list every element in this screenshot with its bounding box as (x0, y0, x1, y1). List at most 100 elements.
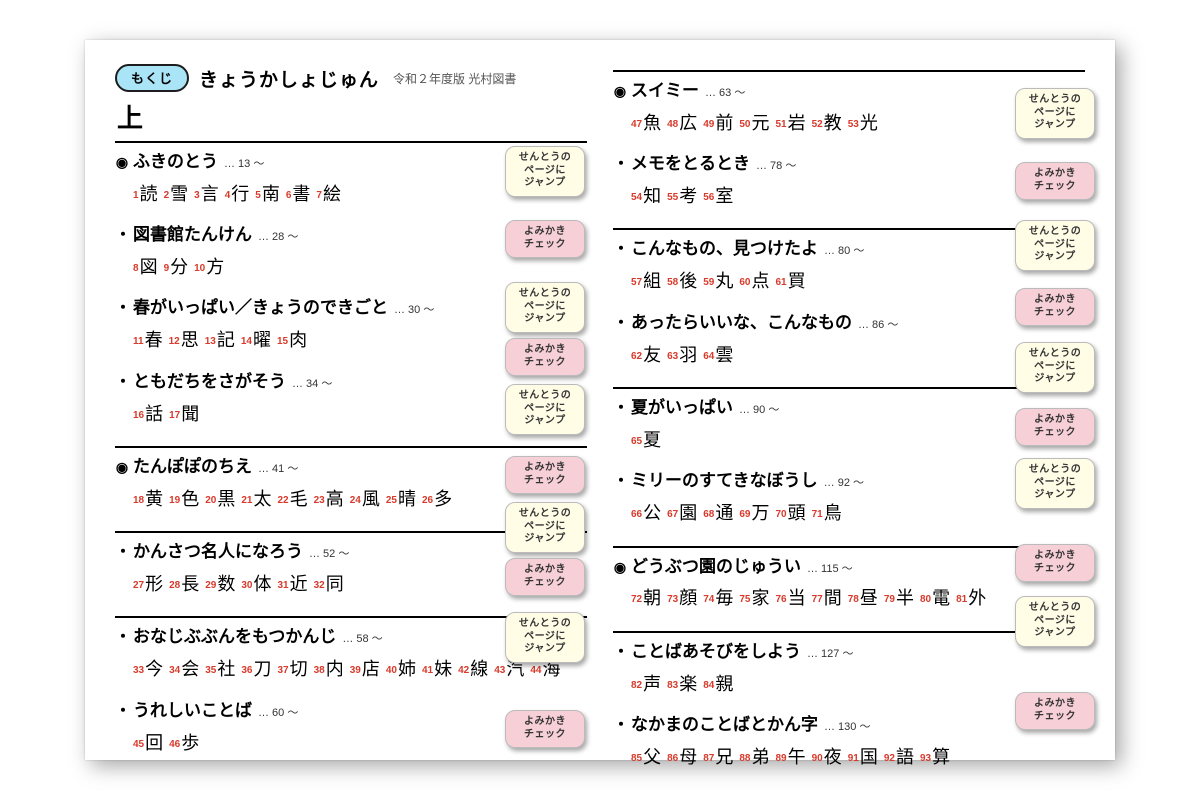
section-title: ことばあそびをしよう (631, 639, 801, 665)
kanji-item: 87兄 (703, 740, 733, 774)
bullet-dot-icon: ・ (613, 470, 627, 494)
kanji-glyph: 電 (932, 588, 950, 608)
jump-to-page-button[interactable]: せんとうの ページに ジャンプ (1015, 220, 1095, 271)
kanji-glyph: 黄 (145, 489, 163, 509)
kanji-glyph: 話 (145, 404, 163, 424)
kanji-item: 88弟 (739, 740, 769, 774)
jump-to-page-button[interactable]: せんとうの ページに ジャンプ (1015, 88, 1095, 139)
kanji-glyph: 楽 (679, 674, 697, 694)
kanji-item: 7絵 (316, 177, 341, 211)
kanji-number: 86 (667, 753, 678, 764)
page-reference: … 28 ～ (258, 229, 298, 246)
kanji-number: 73 (667, 594, 678, 605)
section-title: ミリーのすてきなぼうし (631, 468, 818, 494)
kanji-number: 62 (631, 351, 642, 362)
bullet-dot-icon: ・ (115, 700, 129, 724)
kanji-number: 69 (739, 509, 750, 520)
kanji-number: 55 (667, 192, 678, 203)
kanji-number: 41 (422, 665, 433, 676)
kanji-glyph: 万 (752, 503, 770, 523)
kanji-number: 71 (812, 509, 823, 520)
section-title: たんぽぽのちえ (133, 454, 252, 480)
kanji-number: 14 (241, 336, 252, 347)
yomikaki-check-button[interactable]: よみかき チェック (505, 710, 585, 748)
jump-to-page-button[interactable]: せんとうの ページに ジャンプ (1015, 342, 1095, 393)
kanji-glyph: 切 (290, 659, 308, 679)
kanji-number: 70 (776, 509, 787, 520)
kanji-item: 59丸 (703, 264, 733, 298)
kanji-number: 13 (205, 336, 216, 347)
yomikaki-check-button[interactable]: よみかき チェック (1015, 408, 1095, 446)
kanji-glyph: 家 (752, 588, 770, 608)
yomikaki-check-button[interactable]: よみかき チェック (1015, 162, 1095, 200)
kanji-glyph: 園 (679, 503, 697, 523)
kanji-item: 57組 (631, 264, 661, 298)
section-title: 春がいっぱい／きょうのできごと (133, 295, 388, 321)
kanji-item: 11春 (133, 323, 163, 357)
kanji-number: 92 (884, 753, 895, 764)
kanji-item: 9分 (164, 250, 189, 284)
jump-to-page-button[interactable]: せんとうの ページに ジャンプ (1015, 596, 1095, 647)
jump-to-page-button[interactable]: せんとうの ページに ジャンプ (505, 612, 585, 663)
kanji-item: 83楽 (667, 667, 697, 701)
kanji-item: 14曜 (241, 323, 271, 357)
kanji-item: 37切 (278, 652, 308, 686)
yomikaki-check-button[interactable]: よみかき チェック (1015, 544, 1095, 582)
kanji-glyph: 読 (140, 184, 158, 204)
jump-to-page-button[interactable]: せんとうの ページに ジャンプ (505, 384, 585, 435)
kanji-item: 76当 (776, 581, 806, 615)
bullet-dot-icon: ・ (613, 641, 627, 665)
kanji-number: 26 (422, 495, 433, 506)
mokuji-badge: もくじ (115, 64, 189, 92)
kanji-number: 65 (631, 436, 642, 447)
kanji-glyph: 形 (145, 574, 163, 594)
kanji-number: 39 (350, 665, 361, 676)
kanji-number: 61 (776, 277, 787, 288)
kanji-number: 83 (667, 680, 678, 691)
page-reference: … 90 ～ (739, 402, 779, 419)
page-reference: … 80 ～ (824, 243, 864, 260)
kanji-glyph: 岩 (788, 113, 806, 133)
kanji-glyph: 色 (181, 489, 199, 509)
kanji-number: 91 (848, 753, 859, 764)
kanji-item: 55考 (667, 179, 697, 213)
yomikaki-check-button[interactable]: よみかき チェック (505, 338, 585, 376)
page-reference: … 78 ～ (756, 158, 796, 175)
yomikaki-check-button[interactable]: よみかき チェック (505, 220, 585, 258)
kanji-item: 13記 (205, 323, 235, 357)
section-title: なかまのことばとかん字 (631, 712, 818, 738)
jump-to-page-button[interactable]: せんとうの ページに ジャンプ (1015, 458, 1095, 509)
kanji-number: 53 (848, 119, 859, 130)
yomikaki-check-button[interactable]: よみかき チェック (505, 558, 585, 596)
kanji-glyph: 兄 (715, 747, 733, 767)
kanji-item: 81外 (956, 581, 986, 615)
bullet-dot-icon: ・ (613, 714, 627, 738)
kanji-number: 30 (241, 580, 252, 591)
bullet-dot-icon: ・ (613, 153, 627, 177)
kanji-glyph: 回 (145, 733, 163, 753)
kanji-number: 10 (194, 263, 205, 274)
kanji-number: 38 (314, 665, 325, 676)
kanji-glyph: 春 (145, 330, 163, 350)
jump-to-page-button[interactable]: せんとうの ページに ジャンプ (505, 146, 585, 197)
kanji-number: 49 (703, 119, 714, 130)
kanji-number: 89 (776, 753, 787, 764)
yomikaki-check-button[interactable]: よみかき チェック (505, 456, 585, 494)
yomikaki-check-button[interactable]: よみかき チェック (1015, 288, 1095, 326)
kanji-item: 29数 (205, 567, 235, 601)
header: もくじ きょうかしょじゅん 令和２年度版 光村図書 (115, 64, 587, 92)
kanji-item: 74毎 (703, 581, 733, 615)
kanji-item: 35社 (205, 652, 235, 686)
kanji-number: 1 (133, 190, 139, 201)
kanji-glyph: 店 (362, 659, 380, 679)
kanji-glyph: 妹 (434, 659, 452, 679)
kanji-item: 6書 (286, 177, 311, 211)
kanji-item: 3言 (194, 177, 219, 211)
kanji-glyph: 母 (679, 747, 697, 767)
jump-to-page-button[interactable]: せんとうの ページに ジャンプ (505, 282, 585, 333)
kanji-number: 22 (278, 495, 289, 506)
page-title: きょうかしょじゅん (199, 65, 379, 92)
kanji-item: 50元 (739, 106, 769, 140)
yomikaki-check-button[interactable]: よみかき チェック (1015, 692, 1095, 730)
jump-to-page-button[interactable]: せんとうの ページに ジャンプ (505, 502, 585, 553)
